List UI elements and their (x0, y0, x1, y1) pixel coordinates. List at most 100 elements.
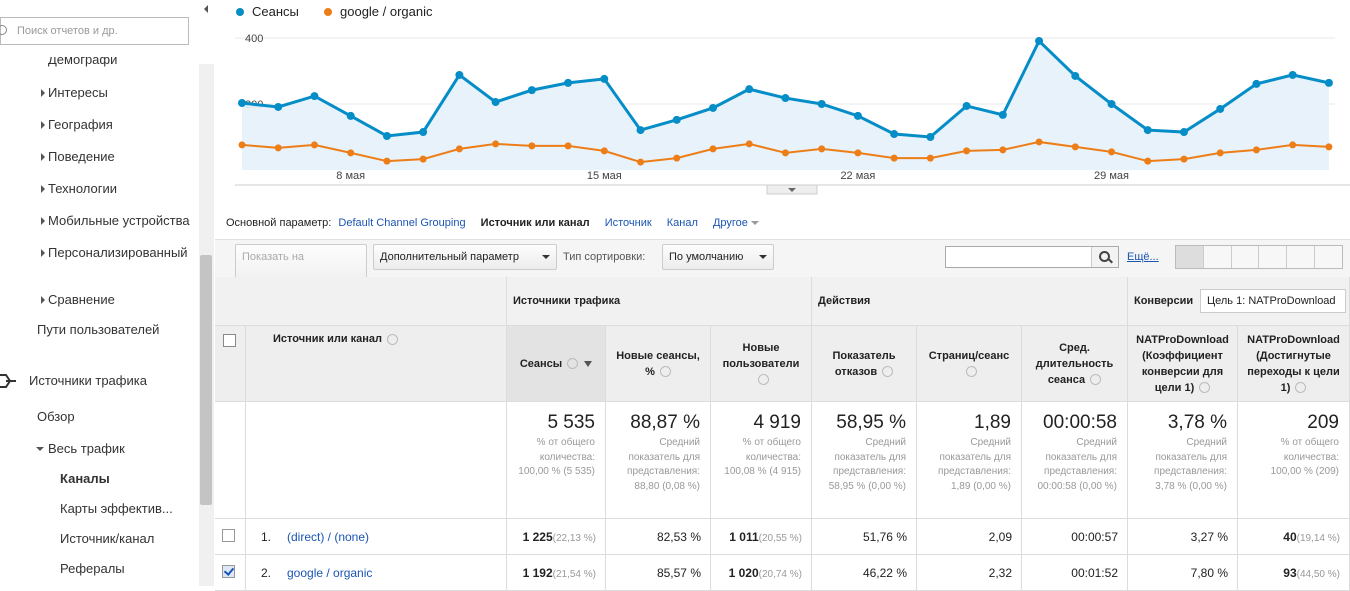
sidebar: Поиск отчетов и др. Демографи Интересы Г… (0, 0, 215, 586)
column-header[interactable]: Показатель отказов (812, 326, 917, 402)
goal-select[interactable]: Цель 1: NATProDownload (1200, 289, 1346, 313)
totals-cell: 5 535 % от общего количества: 100,00 % (5… (507, 402, 606, 519)
nav-item[interactable]: Весь трафик (48, 441, 125, 456)
nav-item[interactable]: Интересы (48, 85, 108, 100)
column-title: Новые пользователи (711, 340, 811, 388)
nav-item[interactable]: Рефералы (60, 561, 125, 576)
view-button[interactable] (1204, 246, 1232, 268)
cell-value: 3,27 % (1190, 530, 1228, 544)
scrollbar[interactable] (199, 64, 214, 586)
row-cell (215, 519, 246, 555)
total-value: 4 919 (753, 412, 801, 433)
total-note: % от общего количества: 100,00 % (209) (1270, 437, 1339, 477)
view-button[interactable] (1315, 246, 1342, 268)
row-dimension[interactable]: (direct) / (none) (287, 530, 370, 544)
data-point (854, 149, 862, 157)
section-icon (0, 374, 16, 388)
data-point (673, 154, 681, 162)
plot-button[interactable]: Показать на диаграмме (235, 244, 367, 294)
table-search[interactable] (945, 246, 1119, 268)
search-button[interactable] (1091, 247, 1118, 267)
column-header[interactable]: Сеансы (507, 326, 606, 402)
row-cell: 51,76 % (812, 519, 917, 555)
scroll-thumb[interactable] (200, 255, 212, 505)
data-point (963, 147, 971, 155)
cell-value: 1 192 (522, 566, 553, 580)
select-all-box[interactable] (223, 334, 236, 347)
view-button[interactable] (1287, 246, 1316, 268)
data-point (999, 146, 1007, 154)
row-checkbox[interactable] (222, 529, 235, 542)
dimension-option[interactable]: Канал (666, 217, 698, 229)
view-button[interactable] (1232, 246, 1260, 268)
help-icon (659, 366, 671, 378)
sort-arrow (584, 360, 593, 367)
nav-item[interactable]: Источник/канал (60, 531, 155, 546)
cell-content: 00:01:52 (1071, 566, 1118, 580)
nav-item[interactable]: Обзор (37, 409, 75, 424)
report-search[interactable]: Поиск отчетов и др. (0, 17, 189, 45)
total-note: Средний показатель для представления: 1,… (938, 437, 1011, 492)
cell-value: 1 225 (522, 530, 553, 544)
data-point (1143, 126, 1152, 135)
row-cell: 2,09 (917, 519, 1022, 555)
view-button[interactable] (1259, 246, 1288, 268)
column-header[interactable]: Новые сеансы, % (606, 326, 711, 402)
more-link[interactable]: Ещё... (1127, 251, 1159, 263)
dimension-option[interactable]: Default Channel Grouping (338, 217, 466, 229)
view-button[interactable] (1176, 246, 1204, 268)
view-switcher (1175, 245, 1343, 269)
nav-item[interactable]: Сравнение (48, 292, 115, 307)
totals-cell: 209 % от общего количества: 100,00 % (209… (1238, 402, 1350, 519)
dimension-option[interactable]: Источник (604, 217, 652, 229)
nav-section[interactable]: Источники трафика (29, 373, 147, 388)
row-index: 1. (261, 530, 272, 544)
check-mark (223, 565, 235, 576)
row-cell: 40(19,14 %) (1238, 519, 1350, 555)
data-point (745, 140, 753, 148)
data-point (419, 155, 427, 163)
column-header[interactable]: Сред. длительность сеанса (1022, 326, 1128, 402)
column-header[interactable]: Новые пользователи (711, 326, 812, 402)
row-checkbox[interactable] (222, 565, 235, 578)
data-point (709, 145, 717, 153)
sort-select[interactable]: По умолчанию (662, 244, 774, 270)
dimension-option-active[interactable]: Источник или канал (480, 217, 590, 229)
data-point (491, 98, 500, 107)
nav-item[interactable]: Демографи (48, 57, 118, 67)
row-dimension[interactable]: google / organic (287, 566, 373, 580)
data-point (455, 145, 463, 153)
nav-item[interactable]: Карты эффектив... (60, 501, 173, 516)
cell-value: 46,22 % (862, 566, 907, 580)
data-point (745, 85, 754, 94)
nav-item-active[interactable]: Каналы (60, 471, 110, 486)
cell-content: 1 011(20,55 %) (729, 530, 802, 544)
data-point (781, 149, 789, 157)
column-header[interactable]: Страниц/сеанс (917, 326, 1022, 402)
total-value: 00:00:58 (1043, 412, 1117, 433)
totals-cell: 3,78 % Средний показатель для представлен… (1128, 402, 1238, 519)
nav-item[interactable]: Мобильные устройства (48, 213, 190, 228)
nav-item[interactable]: Поведение (48, 149, 115, 164)
data-point (853, 111, 862, 120)
nav-item[interactable]: Технологии (48, 181, 118, 196)
total-note: Средний показатель для представления: 00… (1037, 437, 1118, 492)
data-point (238, 141, 246, 149)
dimension-option[interactable]: Другое (712, 217, 748, 229)
cell-content: 3,27 % (1191, 530, 1228, 544)
column-header[interactable]: NATProDownload (Достигнутые переходы к ц… (1238, 326, 1350, 402)
column-title-text: Сеансы (519, 357, 563, 370)
nav-item[interactable]: География (48, 117, 113, 132)
cell-content: 1 192(21,54 %) (523, 566, 596, 580)
secondary-dimension-select[interactable]: Дополнительный параметр (373, 244, 557, 270)
column-title: NATProDownload (Достигнутые переходы к ц… (1238, 332, 1349, 396)
dimension-header: Источник или канал (273, 333, 399, 345)
data-point (600, 147, 608, 155)
column-header[interactable]: NATProDownload (Коэффициент конверсии дл… (1128, 326, 1238, 402)
nav: Демографи Интересы География Поведение Т… (0, 57, 198, 586)
search-icon (0, 25, 7, 35)
cell-value: 1 011 (729, 530, 759, 544)
nav-item[interactable]: Пути пользователей (37, 322, 160, 337)
nav-item[interactable]: Персонализированный (48, 245, 188, 260)
